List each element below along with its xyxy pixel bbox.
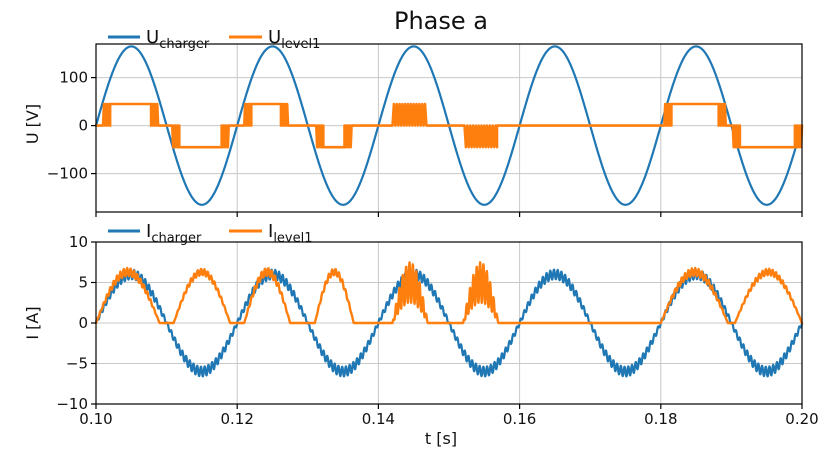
subplot-1-y-tick-label: −5 [66, 355, 88, 373]
voltage-legend: Ucharger Ulevel1 [108, 27, 320, 52]
legend-current-charger-sub: charger [151, 231, 202, 246]
legend-current-charger-main: I [146, 221, 151, 242]
current-series-group [94, 261, 804, 378]
legend-current-level1-label: Ilevel1 [268, 221, 313, 246]
voltage-series-group [94, 45, 804, 206]
x-tick-label: 0.16 [503, 410, 536, 428]
x-tick-label: 0.14 [362, 410, 395, 428]
subplot-0-frame [95, 43, 803, 213]
subplot-1-y-tick-label: 0 [78, 314, 88, 332]
subplot-0-y-tick-label: −100 [47, 165, 88, 183]
subplot-0-y-tick-label: 0 [78, 117, 88, 135]
voltage-subplot: −100 0 100 U [V] Ucharger Ulevel1 [23, 27, 804, 217]
legend-voltage-charger-label: Ucharger [146, 27, 210, 52]
x-tick-label: 0.18 [644, 410, 677, 428]
subplot-0-y-tick-label: 100 [59, 69, 88, 87]
voltage-y-axis-label: U [V] [23, 104, 42, 144]
current-y-axis-label: I [A] [23, 306, 42, 339]
legend-voltage-charger-sub: charger [159, 37, 210, 52]
x-tick-label: 0.20 [785, 410, 818, 428]
legend-voltage-level1-sub: level1 [281, 37, 320, 52]
current-axes: −10 −5 0 5 10 [56, 233, 803, 413]
current-subplot: −10 −5 0 5 10 I [A] Icharger Ilevel1 [23, 221, 804, 413]
shared-x-axis-ticks: 0.10 0.12 0.14 0.16 0.18 0.20 [79, 410, 818, 428]
voltage-level1-line [94, 102, 804, 149]
chart-title: Phase a [394, 7, 488, 35]
subplot-1-y-tick-label: 10 [69, 233, 88, 251]
current-level1-line [94, 261, 804, 325]
legend-voltage-level1-main: U [268, 27, 281, 48]
legend-current-level1-main: I [268, 221, 273, 242]
x-axis-label: t [s] [425, 429, 457, 448]
voltage-axes: −100 0 100 [47, 43, 803, 217]
subplot-1-y-tick-label: −10 [56, 395, 88, 413]
legend-voltage-level1-label: Ulevel1 [268, 27, 320, 52]
x-tick-label: 0.10 [79, 410, 112, 428]
legend-voltage-charger-main: U [146, 27, 159, 48]
legend-current-charger-label: Icharger [146, 221, 202, 246]
subplot-1-y-tick-label: 5 [78, 274, 88, 292]
current-legend: Icharger Ilevel1 [108, 221, 313, 246]
legend-current-level1-sub: level1 [273, 231, 312, 246]
x-tick-label: 0.12 [220, 410, 253, 428]
